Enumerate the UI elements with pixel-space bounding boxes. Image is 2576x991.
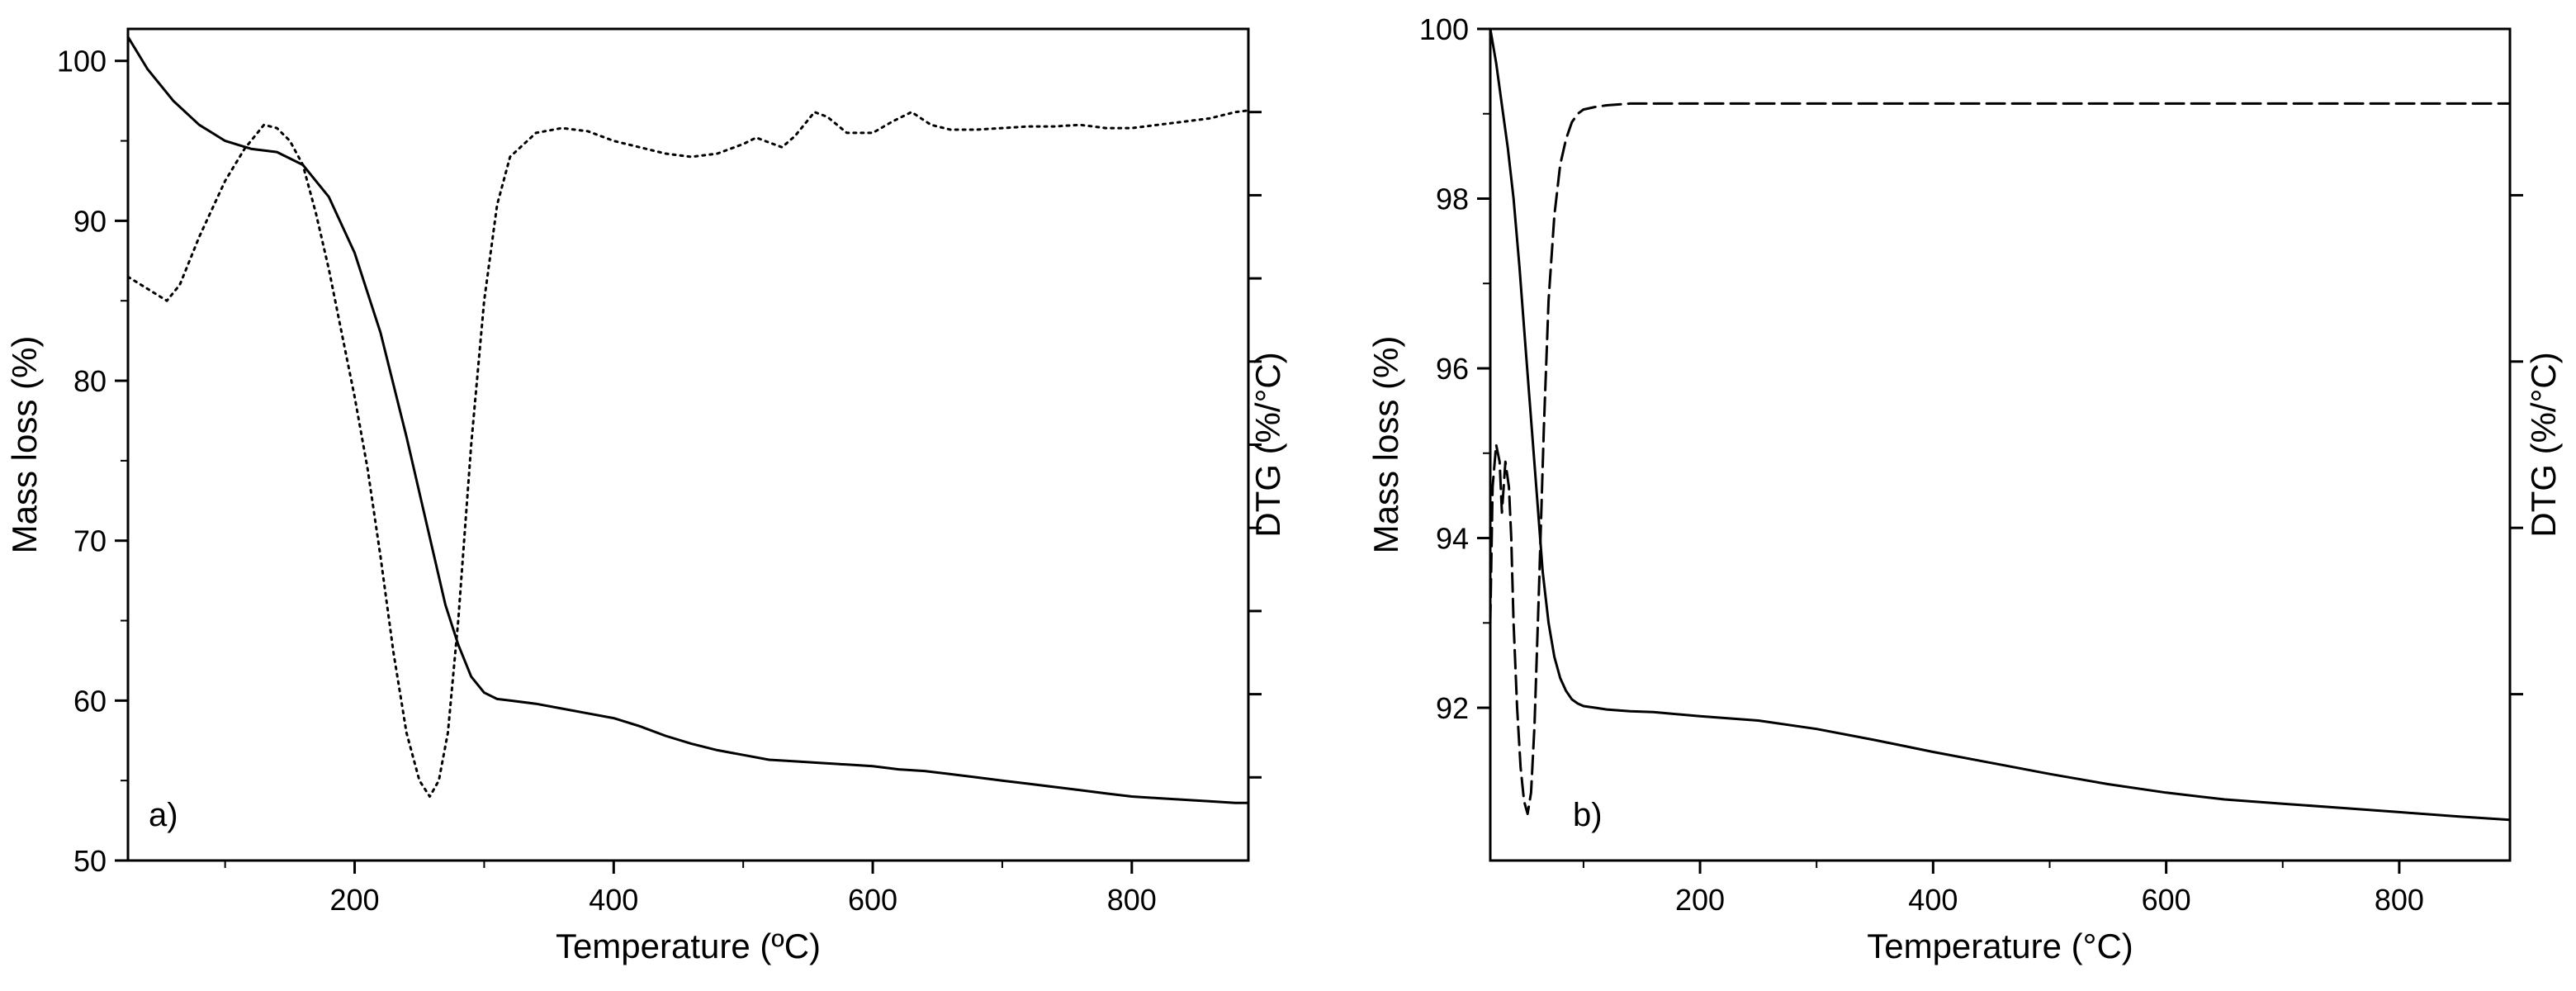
y-tick-label: 96	[1436, 352, 1469, 386]
dtg-series-line	[126, 109, 1250, 798]
y-tick-label: 100	[1419, 12, 1469, 46]
x-tick-label: 800	[1107, 883, 1157, 917]
y-tick-label: 100	[57, 45, 107, 78]
y-tick-label: 94	[1436, 522, 1469, 556]
x-tick-label: 200	[329, 883, 379, 917]
y-tick-label: 90	[73, 204, 107, 238]
y-tick-label: 98	[1436, 183, 1469, 216]
plot-frame	[126, 27, 1250, 862]
y2-axis-title: DTG (%/°C)	[2524, 352, 2563, 537]
panel-label: a)	[149, 797, 178, 833]
y2-axis-title: DTG (%/°C)	[1248, 352, 1287, 537]
x-axis-title: Temperature (°C)	[1867, 927, 2133, 965]
dtg-series-line	[1489, 102, 2512, 815]
plot-frame	[1489, 27, 2512, 862]
panel-a-chart: 200 400 600 800 50 60 70 80 90 100 Temperature (ºC…	[5, 27, 1287, 965]
panel-b-chart: 200 400 600 800 92 94 96 98 100 Temperature (°C) M…	[1366, 12, 2563, 965]
x-tick-label: 200	[1675, 883, 1725, 917]
panel-label: b)	[1573, 797, 1603, 833]
mass-loss-series-line	[1489, 27, 2512, 822]
x-tick-label: 400	[589, 883, 638, 917]
x-tick-label: 600	[848, 883, 897, 917]
y-tick-label: 92	[1436, 691, 1469, 725]
y-tick-label: 70	[73, 524, 107, 558]
x-tick-label: 800	[2375, 883, 2424, 917]
x-tick-label: 400	[1908, 883, 1958, 917]
y-tick-label: 60	[73, 684, 107, 718]
x-tick-label: 600	[2142, 883, 2191, 917]
mass-loss-series-line	[126, 36, 1250, 804]
x-axis-title: Temperature (ºC)	[556, 927, 821, 965]
y-tick-label: 80	[73, 364, 107, 398]
y-axis-title: Mass loss (%)	[1366, 336, 1405, 554]
y-tick-label: 50	[73, 844, 107, 878]
y-axis-title: Mass loss (%)	[5, 336, 44, 554]
